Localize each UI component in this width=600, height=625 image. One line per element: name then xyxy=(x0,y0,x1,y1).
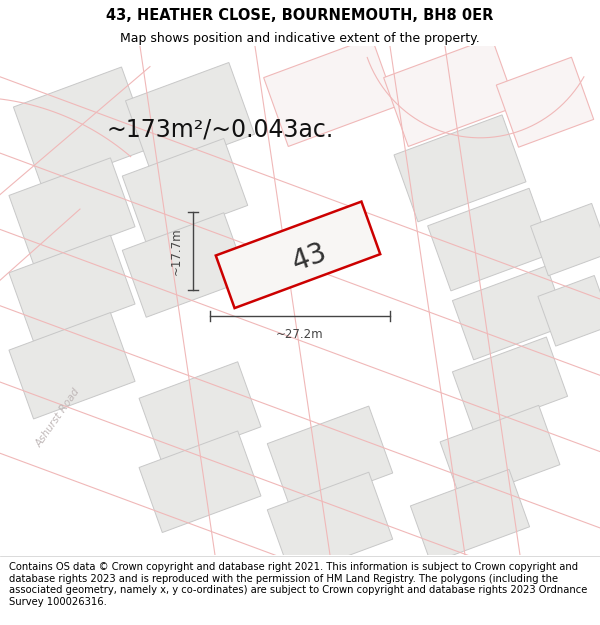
Text: ~27.2m: ~27.2m xyxy=(276,328,324,341)
Polygon shape xyxy=(216,202,380,308)
Polygon shape xyxy=(267,472,393,577)
Polygon shape xyxy=(452,266,568,360)
Text: 43: 43 xyxy=(289,239,331,277)
Polygon shape xyxy=(383,38,517,146)
Polygon shape xyxy=(428,188,553,291)
Text: ~17.7m: ~17.7m xyxy=(170,228,183,275)
Polygon shape xyxy=(125,62,254,172)
Text: ~173m²/~0.043ac.: ~173m²/~0.043ac. xyxy=(106,118,334,142)
Polygon shape xyxy=(139,362,261,463)
Polygon shape xyxy=(13,67,151,188)
Polygon shape xyxy=(452,337,568,431)
Polygon shape xyxy=(9,312,135,419)
Polygon shape xyxy=(9,158,135,264)
Polygon shape xyxy=(394,115,526,222)
Text: Map shows position and indicative extent of the property.: Map shows position and indicative extent… xyxy=(120,32,480,46)
Polygon shape xyxy=(530,203,600,276)
Polygon shape xyxy=(496,58,594,148)
Polygon shape xyxy=(122,139,248,243)
Text: Contains OS data © Crown copyright and database right 2021. This information is : Contains OS data © Crown copyright and d… xyxy=(9,562,587,607)
Polygon shape xyxy=(440,406,560,501)
Polygon shape xyxy=(122,213,248,318)
Polygon shape xyxy=(9,235,135,342)
Polygon shape xyxy=(538,276,600,346)
Polygon shape xyxy=(410,469,530,563)
Polygon shape xyxy=(263,38,397,146)
Polygon shape xyxy=(267,406,393,511)
Polygon shape xyxy=(139,431,261,532)
Text: Ashurst Road: Ashurst Road xyxy=(34,386,82,449)
Text: 43, HEATHER CLOSE, BOURNEMOUTH, BH8 0ER: 43, HEATHER CLOSE, BOURNEMOUTH, BH8 0ER xyxy=(106,8,494,23)
